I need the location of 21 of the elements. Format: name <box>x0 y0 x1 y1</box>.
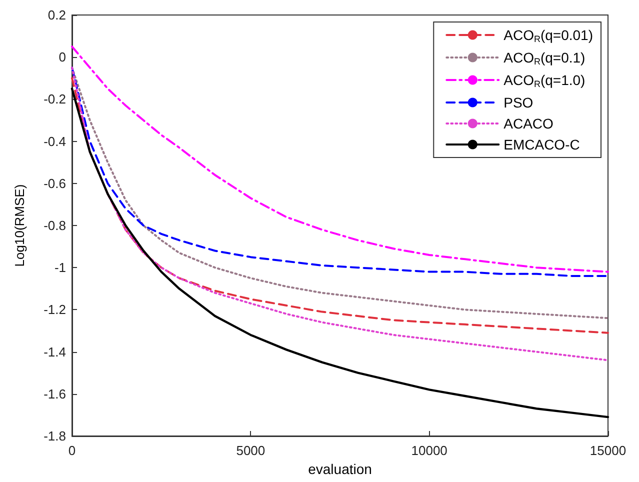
x-tick-label: 5000 <box>236 443 266 458</box>
y-tick-label: -1.8 <box>44 428 66 444</box>
y-tick-label: -0.4 <box>44 134 66 149</box>
y-tick-label: -0.8 <box>44 218 66 233</box>
x-tick-label: 15000 <box>590 443 626 458</box>
legend-label: ACACO <box>504 116 554 132</box>
x-axis-title: evaluation <box>308 460 372 477</box>
y-tick-label: -1.4 <box>44 344 66 360</box>
y-tick-label: -0.6 <box>44 176 66 191</box>
y-tick-label: -1.6 <box>44 386 66 402</box>
y-tick-label: 0 <box>58 50 66 65</box>
y-tick-label: -1 <box>54 260 66 276</box>
line-series <box>70 88 610 418</box>
legend-label: PSO <box>504 94 534 110</box>
y-tick-label: -0.2 <box>44 92 66 107</box>
x-tick-label: 10000 <box>411 443 448 458</box>
y-axis-title: Log10(RMSE) <box>12 184 27 267</box>
x-tick-label: 0 <box>68 443 76 458</box>
legend-label: EMCACO-C <box>504 136 580 152</box>
y-tick-label: 0.2 <box>48 8 66 22</box>
y-tick-label: -1.2 <box>44 302 66 318</box>
